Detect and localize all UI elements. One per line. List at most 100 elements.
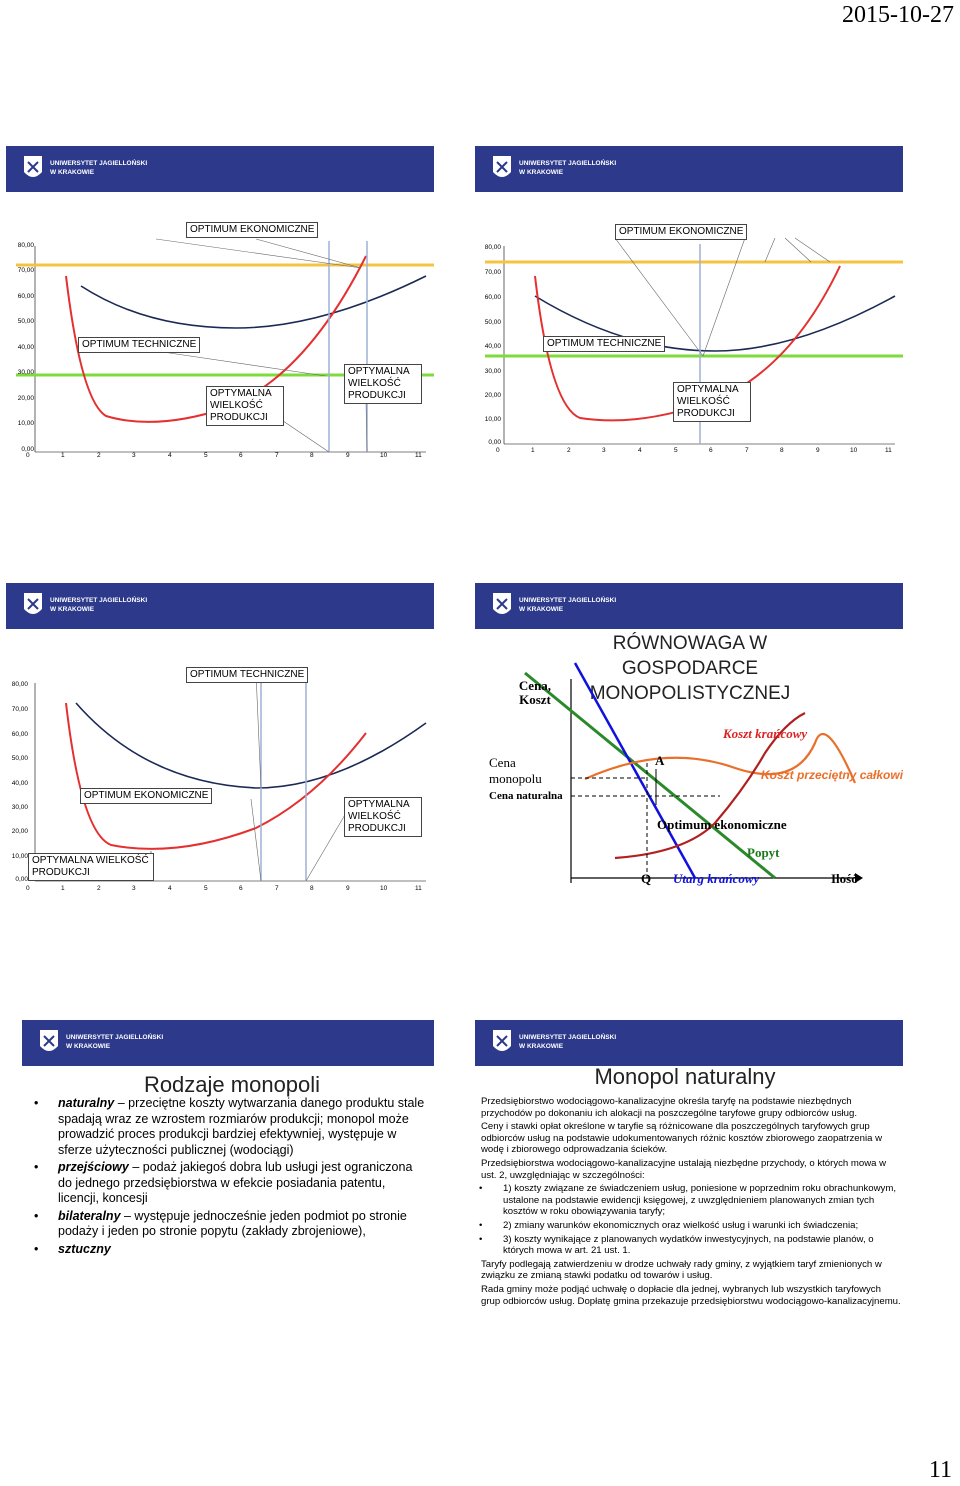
x-tick: 4 xyxy=(638,447,642,454)
y-tick: 0,00 xyxy=(15,876,28,883)
x-tick: 3 xyxy=(602,447,606,454)
logo-line2: W KRAKOWIE xyxy=(50,169,95,176)
y-tick: 20,00 xyxy=(484,392,501,399)
label-utarg-krancowy: Utarg krańcowy xyxy=(673,871,760,886)
average-cost-curve xyxy=(534,295,896,352)
x-tick: 10 xyxy=(380,885,388,892)
x-tick: 0 xyxy=(26,452,30,459)
axis-label-cena-koszt: Cena, Koszt xyxy=(518,678,552,707)
x-tick: 9 xyxy=(346,885,350,892)
logo-line1: UNIWERSYTET JAGIELLOŃSKI xyxy=(66,1034,164,1041)
bullet-list: 1) koszty związane ze świadczeniem usług… xyxy=(479,1183,901,1257)
monopoly-types-list: naturalny – przeciętne koszty wytwarzani… xyxy=(32,1096,428,1257)
slide-banner xyxy=(475,1020,903,1066)
marginal-revenue-curve xyxy=(573,662,697,879)
label-optimum-techniczne: OPTIMUM TECHNICZNE xyxy=(186,667,309,683)
slide-title: Monopol naturalny xyxy=(594,1064,776,1089)
y-tick: 60,00 xyxy=(11,731,28,738)
x-tick: 8 xyxy=(310,885,314,892)
box-optymalna-wielkosc-2: OPTYMALNA WIELKOŚĆ PRODUKCJI xyxy=(344,364,422,404)
y-tick: 80,00 xyxy=(11,681,28,688)
x-tick: 5 xyxy=(204,452,208,459)
x-tick: 11 xyxy=(885,447,892,454)
slide-chart-1: UNIWERSYTET JAGIELLOŃSKI W KRAKOWIE 80,0… xyxy=(6,146,434,454)
term-przejsciowy: przejściowy xyxy=(58,1160,129,1174)
label-optimum-techniczne: OPTIMUM TECHNICZNE xyxy=(78,337,201,353)
x-tick: 10 xyxy=(380,452,388,459)
list-item: przejściowy – podaż jakiegoś dobra lub u… xyxy=(34,1160,428,1207)
logo-line2: W KRAKOWIE xyxy=(66,1043,111,1050)
average-cost-curve xyxy=(75,702,427,789)
label-cena-naturalna: Cena naturalna xyxy=(489,790,563,802)
label-point-a: A xyxy=(655,753,665,768)
logo-line1: UNIWERSYTET JAGIELLOŃSKI xyxy=(519,1034,617,1041)
slide-chart-3: UNIWERSYTET JAGIELLOŃSKI W KRAKOWIE 80,0… xyxy=(6,583,434,891)
x-tick: 4 xyxy=(168,452,172,459)
slide-monopol-naturalny: UNIWERSYTET JAGIELLOŃSKI W KRAKOWIE Mono… xyxy=(475,1020,903,1340)
slide-banner xyxy=(475,146,903,192)
x-tick: 9 xyxy=(816,447,820,454)
logo-line2: W KRAKOWIE xyxy=(519,169,564,176)
slide-banner xyxy=(6,583,434,629)
y-tick: 20,00 xyxy=(11,828,28,835)
y-tick: 80,00 xyxy=(484,244,501,251)
x-tick: 9 xyxy=(346,452,350,459)
page-date: 2015-10-27 xyxy=(842,2,954,28)
list-item: sztuczny xyxy=(34,1241,428,1258)
x-tick: 1 xyxy=(531,447,535,454)
crest-icon xyxy=(40,1030,58,1051)
x-tick: 0 xyxy=(26,885,30,892)
y-tick: 40,00 xyxy=(484,343,501,350)
x-axis-label-ilosc: Ilość xyxy=(831,871,857,886)
list-item: 1) koszty związane ze świadczeniem usług… xyxy=(479,1183,901,1218)
text-przejsciowy: – podaż jakiegoś dobra lub usługi jest o… xyxy=(58,1160,413,1205)
term-naturalny: naturalny xyxy=(58,1096,115,1110)
y-tick: 60,00 xyxy=(17,293,34,300)
x-tick: 5 xyxy=(674,447,678,454)
list-item: 2) zmiany warunków ekonomicznych oraz wi… xyxy=(479,1220,901,1232)
logo-line2: W KRAKOWIE xyxy=(519,1043,564,1050)
paragraph-3: Przedsiębiorstwa wodociągowo-kanalizacyj… xyxy=(481,1157,887,1181)
y-tick: 50,00 xyxy=(484,319,501,326)
y-tick: 10,00 xyxy=(11,853,28,860)
term-sztuczny: sztuczny xyxy=(58,1241,111,1256)
marginal-cost-curve xyxy=(65,255,367,423)
logo-line1: UNIWERSYTET JAGIELLOŃSKI xyxy=(519,160,617,167)
x-tick: 8 xyxy=(780,447,784,454)
label-optimum-ekonomiczne: OPTIMUM EKONOMICZNE xyxy=(615,224,748,240)
average-cost-curve xyxy=(584,732,857,784)
marginal-cost-curve xyxy=(534,265,841,422)
chart-plot xyxy=(34,672,427,882)
label-optimum-ekonomiczne: OPTIMUM EKONOMICZNE xyxy=(80,788,213,804)
box-optymalna-wielkosc-2: OPTYMALNA WIELKOŚĆ PRODUKCJI xyxy=(28,853,154,881)
y-tick: 30,00 xyxy=(484,368,501,375)
x-tick: 7 xyxy=(275,885,279,892)
paragraph-1: Przedsiębiorstwo wodociągowo-kanalizacyj… xyxy=(481,1096,857,1119)
label-cena-monopolu: Cena monopolu xyxy=(489,755,542,786)
y-tick: 50,00 xyxy=(11,755,28,762)
x-tick: 2 xyxy=(97,452,101,459)
logo-line2: W KRAKOWIE xyxy=(519,606,564,613)
x-tick: 6 xyxy=(239,885,243,892)
label-popyt: Popyt xyxy=(747,845,780,860)
slide-monopoly-equilibrium: UNIWERSYTET JAGIELLOŃSKI W KRAKOWIE RÓWN… xyxy=(475,583,903,891)
crest-icon xyxy=(493,1030,511,1051)
x-tick: 5 xyxy=(204,885,208,892)
x-axis-arrow-icon xyxy=(855,873,863,883)
y-tick: 30,00 xyxy=(11,804,28,811)
slide-title: Rodzaje monopoli xyxy=(143,1072,321,1097)
paragraph-4: Taryfy podlegają zatwierdzeniu w drodze … xyxy=(481,1258,882,1282)
slide-rodzaje-monopoli: UNIWERSYTET JAGIELLOŃSKI W KRAKOWIE Rodz… xyxy=(22,1020,434,1328)
demand-curve xyxy=(524,671,776,880)
logo-line1: UNIWERSYTET JAGIELLOŃSKI xyxy=(519,597,617,604)
x-tick: 3 xyxy=(132,885,136,892)
x-tick: 2 xyxy=(97,885,101,892)
text-bilateralny: – występuje jednocześnie jeden podmiot p… xyxy=(58,1208,407,1239)
list-item: naturalny – przeciętne koszty wytwarzani… xyxy=(34,1096,428,1158)
x-tick: 2 xyxy=(567,447,571,454)
y-tick: 70,00 xyxy=(484,269,501,276)
chart-plot xyxy=(524,662,863,883)
label-koszt-krancowy: Koszt krańcowy xyxy=(723,726,808,741)
box-optymalna-wielkosc: OPTYMALNA WIELKOŚĆ PRODUKCJI xyxy=(673,382,751,422)
y-tick: 50,00 xyxy=(17,318,34,325)
